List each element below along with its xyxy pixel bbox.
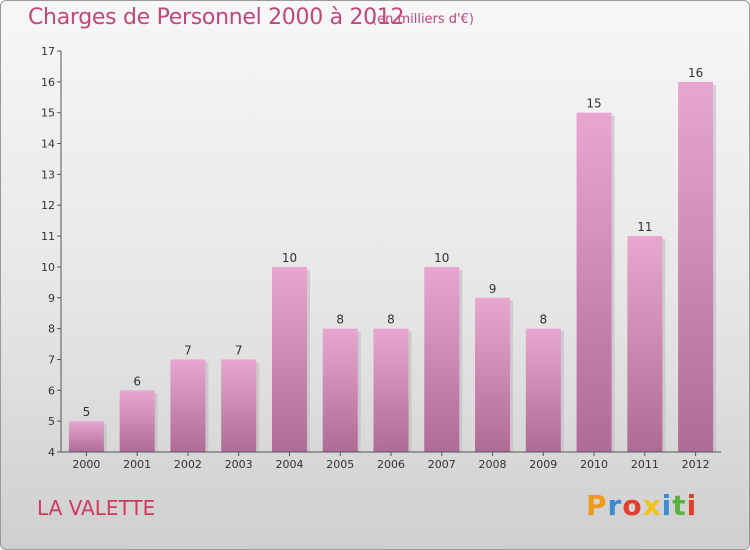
bar-2003[interactable] — [221, 359, 257, 452]
y-tick-label: 17 — [41, 45, 55, 58]
bar-2001[interactable] — [119, 390, 155, 452]
x-tick-label: 2008 — [479, 458, 507, 471]
proxiti-logo[interactable]: Proxiti — [586, 489, 697, 522]
bar-value-label: 10 — [282, 251, 297, 265]
y-tick-label: 11 — [41, 230, 55, 243]
y-tick-label: 14 — [41, 138, 55, 151]
x-tick-label: 2010 — [580, 458, 608, 471]
logo-letter: t — [672, 489, 687, 522]
axes-group: 4 5 6 7 8 9 10 11 12 13 14 15 16 17 2000 2001 2002 2003 20… — [41, 45, 721, 471]
y-tick-label: 7 — [48, 353, 55, 366]
bar-2007[interactable] — [424, 266, 460, 452]
bar-2008[interactable] — [475, 297, 511, 452]
logo-letter: i — [661, 489, 673, 522]
y-tick-label: 16 — [41, 76, 55, 89]
bar-2004[interactable] — [271, 266, 307, 452]
x-tick-label: 2000 — [72, 458, 100, 471]
bar-value-label: 6 — [133, 374, 141, 388]
bar-value-label: 8 — [387, 313, 395, 327]
bar-2005[interactable] — [322, 328, 358, 452]
commune-name: LA VALETTE — [37, 496, 156, 520]
bar-value-label: 5 — [83, 405, 91, 419]
y-tick-label: 12 — [41, 199, 55, 212]
bars-group: 5 6 7 7 10 8 8 10 9 8 15 11 16 — [68, 66, 717, 452]
logo-letter: i — [686, 489, 698, 522]
bar-value-label: 10 — [434, 251, 449, 265]
bar-2010[interactable] — [576, 112, 612, 452]
logo-letter: o — [622, 489, 643, 522]
x-tick-label: 2009 — [529, 458, 557, 471]
x-tick-label: 2011 — [631, 458, 659, 471]
x-tick-label: 2005 — [326, 458, 354, 471]
bar-value-label: 7 — [235, 343, 243, 357]
bar-value-label: 11 — [637, 220, 652, 234]
y-tick-label: 6 — [48, 384, 55, 397]
x-tick-label: 2003 — [225, 458, 253, 471]
logo-letter: P — [586, 489, 608, 522]
y-tick-label: 4 — [48, 446, 55, 459]
bar-value-label: 9 — [489, 282, 497, 296]
x-tick-label: 2001 — [123, 458, 151, 471]
y-tick-label: 10 — [41, 261, 55, 274]
chart-title: Charges de Personnel 2000 à 2012 — [28, 5, 405, 30]
y-tick-label: 15 — [41, 107, 55, 120]
y-tick-label: 9 — [48, 292, 55, 305]
x-tick-label: 2004 — [275, 458, 303, 471]
bar-value-label: 8 — [336, 313, 344, 327]
logo-letter: x — [642, 489, 662, 522]
x-tick-label: 2006 — [377, 458, 405, 471]
bar-2011[interactable] — [627, 236, 663, 452]
bar-value-label: 8 — [539, 313, 547, 327]
x-tick-label: 2007 — [428, 458, 456, 471]
bar-2006[interactable] — [373, 328, 409, 452]
bar-value-label: 16 — [688, 66, 703, 80]
x-tick-label: 2012 — [682, 458, 710, 471]
bar-value-label: 7 — [184, 343, 192, 357]
bar-value-label: 15 — [586, 97, 601, 111]
bar-2000[interactable] — [68, 421, 104, 452]
unit-label: (en milliers d'€) — [372, 12, 474, 27]
bar-2012[interactable] — [678, 81, 714, 452]
logo-letter: r — [607, 489, 623, 522]
y-tick-label: 13 — [41, 168, 55, 181]
x-tick-label: 2002 — [174, 458, 202, 471]
y-tick-label: 5 — [48, 415, 55, 428]
bar-2009[interactable] — [525, 328, 561, 452]
y-tick-label: 8 — [48, 323, 55, 336]
bar-2002[interactable] — [170, 359, 206, 452]
